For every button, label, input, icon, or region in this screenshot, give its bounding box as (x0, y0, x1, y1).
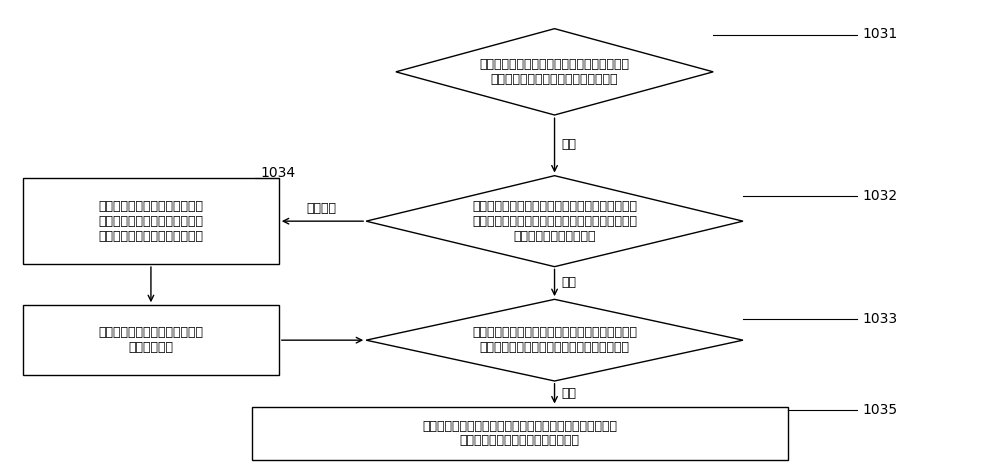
Text: 若没有完成，则将当前待执行操
作所属的事务执行线程添加至本
次检查的事务的行锁唤醒链表中: 若没有完成，则将当前待执行操 作所属的事务执行线程添加至本 次检查的事务的行锁唤… (98, 200, 203, 243)
Text: 若存在，则将当前待执行操作所属的事务执行线程添加至本
次检查的事务对应的提交唤醒链表中: 若存在，则将当前待执行操作所属的事务执行线程添加至本 次检查的事务对应的提交唤醒… (422, 419, 617, 447)
Text: 1033: 1033 (862, 312, 897, 326)
FancyBboxPatch shape (252, 407, 788, 460)
Text: 等待本次检查的事务完成整个事
务的行锁构造: 等待本次检查的事务完成整个事 务的行锁构造 (98, 326, 203, 354)
Text: 大于: 大于 (561, 138, 576, 151)
Text: 没有完成: 没有完成 (307, 202, 337, 215)
Text: 依次判断当前待执行操作的日志序列号是否均
小于其他待执行事务的提交日志序列号: 依次判断当前待执行操作的日志序列号是否均 小于其他待执行事务的提交日志序列号 (480, 58, 630, 86)
Text: 若完成，则判断在本次检查的事务的行锁中，是否
存在与当前待执行操作的行锁相同的目标行锁: 若完成，则判断在本次检查的事务的行锁中，是否 存在与当前待执行操作的行锁相同的目… (472, 326, 637, 354)
Text: 若当前待执行操作的日志序列号大于本次检查的事
务的提交日志序列号，判断本次检查的事务否已经
完成整个事务的行锁构造: 若当前待执行操作的日志序列号大于本次检查的事 务的提交日志序列号，判断本次检查的… (472, 200, 637, 243)
Text: 完成: 完成 (561, 276, 576, 289)
Polygon shape (366, 176, 743, 266)
Text: 1032: 1032 (862, 189, 897, 202)
FancyBboxPatch shape (23, 305, 279, 375)
Polygon shape (396, 28, 713, 115)
FancyBboxPatch shape (23, 178, 279, 264)
Text: 1034: 1034 (260, 166, 295, 180)
Text: 1035: 1035 (862, 403, 897, 417)
Text: 存在: 存在 (561, 387, 576, 400)
Polygon shape (366, 299, 743, 381)
Text: 1031: 1031 (862, 28, 897, 41)
